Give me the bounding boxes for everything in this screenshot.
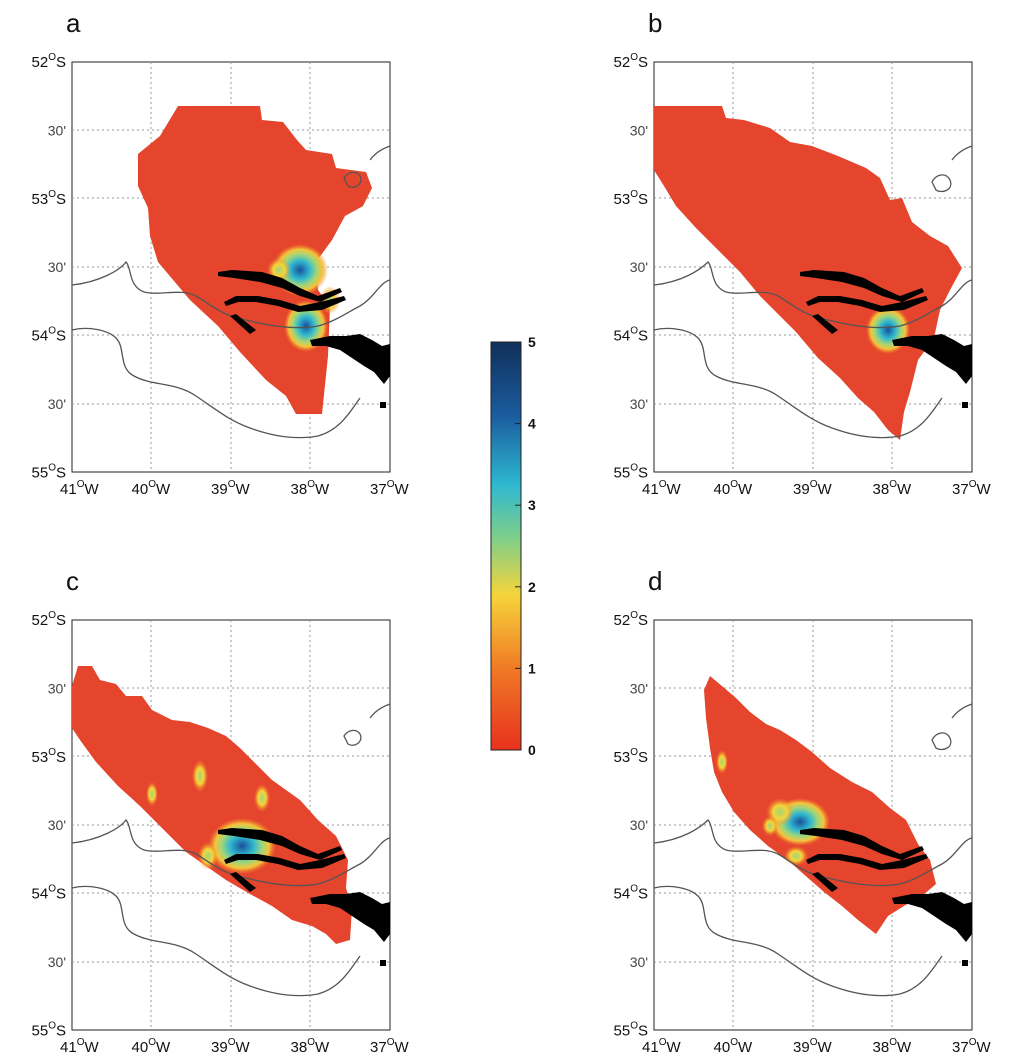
lon-label: 39OW (793, 1037, 832, 1056)
lon-label: 41OW (60, 1037, 99, 1056)
lat-label: 55OS (32, 1020, 66, 1039)
lon-label: 37OW (370, 1037, 409, 1056)
lat-label: 30' (48, 396, 66, 412)
panel-letter-a: a (66, 8, 81, 38)
colorbar: 5 4 3 2 1 0 (490, 334, 536, 758)
lon-label: 38OW (873, 479, 912, 498)
lon-label: 40OW (714, 479, 753, 498)
lat-label: 53OS (32, 747, 66, 766)
lat-label: 30' (630, 817, 648, 833)
panel-letter-d: d (648, 566, 662, 596)
lat-label: 30' (48, 954, 66, 970)
lon-label: 39OW (211, 1037, 250, 1056)
hotspot (146, 782, 158, 806)
lon-label: 39OW (793, 479, 832, 498)
lat-label: 30' (630, 680, 648, 696)
panel-b: b (648, 8, 973, 473)
colorbar-tick-label: 0 (528, 742, 536, 758)
colorbar-tick-label: 3 (528, 497, 536, 513)
lon-label: 40OW (714, 1037, 753, 1056)
lat-label: 30' (630, 122, 648, 138)
hotspot (716, 750, 728, 774)
land (800, 828, 972, 966)
lon-label: 41OW (642, 479, 681, 498)
panel-c: c (66, 566, 391, 1031)
hotspot (254, 784, 270, 812)
lat-label: 30' (48, 680, 66, 696)
lon-label: 37OW (370, 479, 409, 498)
lat-label: 30' (48, 122, 66, 138)
lat-label: 55OS (32, 462, 66, 481)
lon-label: 38OW (291, 479, 330, 498)
lat-label: 30' (48, 817, 66, 833)
coastline (653, 703, 973, 997)
survey-area (72, 666, 352, 944)
coastline (71, 703, 391, 997)
hotspot (208, 818, 276, 874)
lat-label: 30' (630, 259, 648, 275)
lon-label: 38OW (291, 1037, 330, 1056)
colorbar-scale (490, 341, 522, 751)
lon-label: 39OW (211, 479, 250, 498)
lat-label: 55OS (614, 462, 648, 481)
hotspot (192, 760, 208, 792)
lon-label: 38OW (873, 1037, 912, 1056)
lat-label: 54OS (32, 884, 66, 903)
hotspot (762, 816, 778, 836)
hotspot (866, 306, 910, 354)
lat-label: 52OS (614, 52, 648, 71)
colorbar-tick-label: 4 (528, 416, 536, 432)
land (218, 828, 390, 966)
colorbar-tick-label: 2 (528, 579, 536, 595)
panel-a: a (66, 8, 391, 473)
lon-label: 37OW (952, 479, 991, 498)
panel-d: d (648, 566, 973, 1031)
coastline (71, 145, 391, 439)
lat-label: 54OS (614, 326, 648, 345)
lat-label: 30' (48, 259, 66, 275)
hotspot (784, 846, 808, 866)
hotspot (198, 842, 218, 870)
lon-label: 40OW (132, 1037, 171, 1056)
lon-label: 41OW (60, 479, 99, 498)
colorbar-tick-label: 1 (528, 660, 536, 676)
lon-label: 41OW (642, 1037, 681, 1056)
lat-label: 52OS (32, 52, 66, 71)
land (800, 270, 972, 408)
lat-label: 53OS (614, 747, 648, 766)
lon-label: 40OW (132, 479, 171, 498)
lat-label: 52OS (614, 610, 648, 629)
panel-letter-c: c (66, 566, 79, 596)
lat-label: 53OS (614, 189, 648, 208)
lat-label: 30' (630, 954, 648, 970)
lat-label: 55OS (614, 1020, 648, 1039)
colorbar-tick-label: 5 (528, 334, 536, 350)
land (218, 270, 390, 408)
panel-letter-b: b (648, 8, 662, 38)
lat-label: 53OS (32, 189, 66, 208)
coastline (653, 145, 973, 439)
lon-label: 37OW (952, 1037, 991, 1056)
lat-label: 52OS (32, 610, 66, 629)
lat-label: 54OS (32, 326, 66, 345)
lat-label: 54OS (614, 884, 648, 903)
lat-label: 30' (630, 396, 648, 412)
